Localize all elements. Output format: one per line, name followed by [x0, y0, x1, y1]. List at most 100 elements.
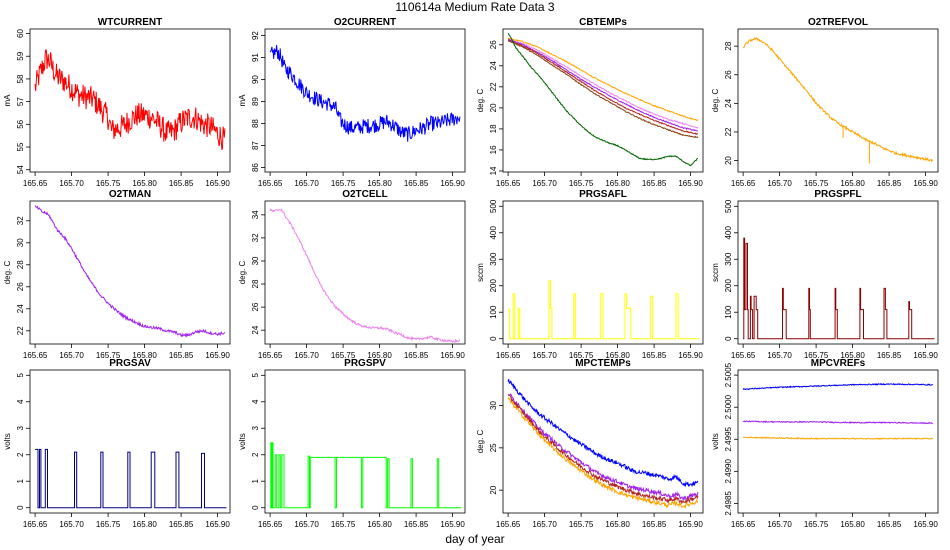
y-axis-label: volts [711, 433, 720, 449]
panel-title: WTCURRENT [98, 17, 162, 28]
series-line-s2 [507, 38, 699, 129]
x-tick-label: 165.65 [731, 351, 756, 360]
x-tick-label: 165.65 [23, 520, 48, 529]
y-tick-label: 22 [724, 127, 733, 136]
x-tick-label: 165.65 [23, 179, 48, 188]
x-tick-label: 165.90 [205, 520, 230, 529]
x-tick-label: 165.65 [731, 520, 756, 529]
y-tick-label: 91 [251, 53, 260, 62]
y-axis-label: volts [3, 433, 12, 449]
x-tick-label: 165.65 [258, 179, 283, 188]
series-line-O2TMAN [34, 205, 226, 338]
y-tick-label: 24 [489, 61, 498, 70]
x-tick-label: 165.90 [440, 179, 465, 188]
x-tick-label: 165.75 [569, 520, 594, 529]
x-tick-label: 165.90 [678, 351, 703, 360]
series-line-m4 [507, 397, 699, 510]
y-tick-label: 5 [251, 373, 260, 378]
panel-title: MPCTEMPs [575, 358, 631, 369]
y-tick-label: 400 [724, 226, 733, 240]
plot-frame [29, 369, 231, 514]
x-tick-label: 165.70 [532, 351, 557, 360]
x-tick-label: 165.70 [532, 179, 557, 188]
y-tick-label: 0 [251, 505, 260, 510]
y-tick-label: 26 [16, 282, 25, 291]
y-tick-label: 400 [489, 226, 498, 240]
y-tick-label: 22 [489, 82, 498, 91]
series-line-v3 [742, 436, 934, 440]
x-tick-label: 165.75 [96, 520, 121, 529]
series-line-s6 [507, 32, 699, 167]
x-tick-label: 165.85 [877, 351, 902, 360]
x-tick-label: 165.65 [496, 520, 521, 529]
y-axis-label: volts [238, 433, 247, 449]
panel-title: PRGSPFL [814, 189, 861, 200]
x-tick-label: 165.70 [294, 179, 319, 188]
x-tick-label: 165.80 [840, 351, 865, 360]
x-tick-label: 165.70 [294, 351, 319, 360]
y-tick-label: 2.4990 [724, 459, 733, 484]
panel-o2current: O2CURRENT mA 165.65 165.70 165.75 165.80 165.8… [238, 17, 466, 188]
series-line-s4 [507, 39, 699, 136]
x-tick-label: 165.85 [404, 520, 429, 529]
panel-title: O2CURRENT [334, 17, 396, 28]
x-tick-label: 165.80 [367, 520, 392, 529]
panel-title: O2TMAN [109, 189, 151, 200]
x-tick-label: 165.90 [440, 520, 465, 529]
plot-frame [737, 369, 939, 514]
x-tick-label: 165.70 [767, 351, 792, 360]
y-tick-label: 55 [16, 142, 25, 151]
x-tick-label: 165.70 [532, 520, 557, 529]
y-tick-label: 24 [724, 98, 733, 107]
panel-prgspfl: PRGSPFL sccm 165.65 165.70 165.75 165.80 165.8… [711, 189, 939, 360]
series-line-PRGSPFL [743, 237, 935, 340]
series-line-s5 [507, 40, 699, 139]
y-axis-label: deg. C [476, 429, 485, 453]
y-axis-label: sccm [476, 263, 485, 282]
y-tick-label: 500 [724, 199, 733, 213]
y-tick-label: 300 [724, 252, 733, 266]
x-tick-label: 165.70 [767, 179, 792, 188]
y-tick-label: 100 [724, 305, 733, 319]
x-tick-label: 165.75 [331, 179, 356, 188]
y-tick-label: 22 [16, 326, 25, 335]
y-tick-label: 60 [16, 29, 25, 38]
plot-frame [264, 200, 466, 345]
y-tick-label: 200 [489, 279, 498, 293]
y-tick-label: 2 [251, 452, 260, 457]
y-tick-label: 30 [251, 256, 260, 265]
plot-frame [264, 369, 466, 514]
y-tick-label: 2.4995 [724, 426, 733, 451]
y-tick-label: 86 [251, 163, 260, 172]
x-tick-label: 165.80 [840, 179, 865, 188]
x-tick-label: 165.90 [205, 351, 230, 360]
plot-frame [502, 200, 704, 345]
y-tick-label: 100 [489, 305, 498, 319]
x-tick-label: 165.65 [23, 351, 48, 360]
panel-title: PRGSAFL [579, 189, 627, 200]
panel-title: CBTEMPs [579, 17, 627, 28]
y-tick-label: 59 [16, 51, 25, 60]
plot-frame [737, 28, 939, 173]
figure-xlabel: day of year [445, 532, 504, 546]
y-tick-label: 14 [489, 166, 498, 175]
figure-title: 110614a Medium Rate Data 3 [395, 0, 555, 14]
x-tick-label: 165.65 [496, 351, 521, 360]
y-tick-label: 32 [16, 216, 25, 225]
x-tick-label: 165.75 [569, 351, 594, 360]
panel-o2tman: O2TMAN deg. C 165.65 165.70 165.75 165.80 165.… [3, 189, 231, 360]
y-tick-label: 32 [251, 233, 260, 242]
y-tick-label: 4 [16, 399, 25, 404]
x-tick-label: 165.90 [678, 520, 703, 529]
panel-mpcvrefs: MPCVREFs volts 165.65 165.70 165.75 165.80 165… [711, 358, 939, 529]
panel-prgsafl: PRGSAFL sccm 165.65 165.70 165.75 165.80 165.8… [476, 189, 704, 360]
y-tick-label: 89 [251, 97, 260, 106]
y-tick-label: 24 [251, 325, 260, 334]
x-tick-label: 165.85 [877, 179, 902, 188]
series-line-O2TREFVOL [742, 37, 934, 163]
y-tick-label: 3 [251, 425, 260, 430]
y-tick-label: 2.4985 [724, 491, 733, 516]
panel-title: PRGSAV [109, 358, 151, 369]
plot-frame [737, 200, 939, 345]
